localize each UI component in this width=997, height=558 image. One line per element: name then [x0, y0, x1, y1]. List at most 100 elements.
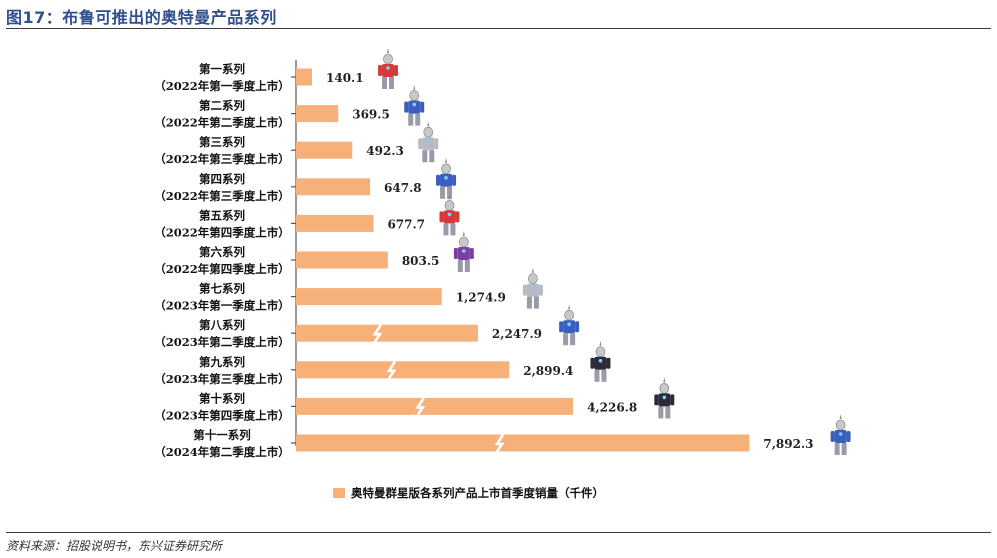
figure-crest	[839, 414, 842, 419]
figure-color-timer	[662, 395, 667, 400]
ultraman-red-icon	[378, 48, 399, 89]
figure-color-timer	[598, 359, 603, 363]
ultraman-silver-icon	[522, 267, 543, 309]
figure-right-arm	[455, 211, 460, 223]
bar	[296, 434, 750, 452]
category-name-label: 第七系列	[199, 282, 245, 296]
category-launch-label: （2022年第一季度上市）	[154, 79, 290, 93]
bar	[296, 141, 353, 159]
category-launch-label: （2023年第三季度上市）	[154, 372, 290, 386]
figure-right-leg	[450, 223, 456, 236]
figure-left-leg	[834, 443, 840, 455]
value-label: 2,899.4	[523, 364, 573, 378]
figure-head	[459, 236, 469, 248]
figure-head	[528, 273, 538, 284]
ultraman-blue-icon	[559, 304, 580, 346]
figure-title: 图17：布鲁可推出的奥特曼产品系列	[6, 8, 277, 27]
category-launch-label: （2022年第二季度上市）	[154, 116, 290, 130]
category-name-label: 第四系列	[199, 172, 245, 186]
figure-right-leg	[415, 113, 421, 126]
figure-crest	[387, 48, 390, 53]
bar	[296, 397, 574, 415]
figure-head	[444, 200, 455, 211]
figure-left-leg	[594, 369, 600, 382]
figure-right-arm	[538, 284, 543, 296]
figure-torso	[443, 210, 456, 224]
axis-break-mark	[494, 433, 505, 453]
figure-right-arm	[394, 65, 399, 76]
source-note: 资料来源：招股说明书，东兴证券研究所	[6, 539, 223, 553]
figure-left-arm	[404, 101, 409, 113]
figure-left-leg	[526, 296, 532, 309]
figure-right-arm	[575, 321, 580, 333]
legend-swatch	[333, 488, 345, 498]
ultraman-purple-icon	[453, 231, 474, 272]
figure-head	[409, 90, 420, 101]
figure-torso	[526, 283, 539, 297]
axis-break-mark	[386, 360, 397, 380]
ultraman-dark-icon	[654, 377, 675, 419]
figure-head	[383, 53, 393, 65]
category-name-label: 第六系列	[199, 245, 245, 259]
figure-right-leg	[601, 369, 607, 382]
figure-color-timer	[462, 249, 466, 253]
value-label: 7,892.3	[763, 437, 813, 451]
category-name-label: 第二系列	[199, 99, 245, 113]
axis-break-mark	[372, 324, 383, 343]
value-label: 369.5	[352, 108, 390, 122]
figure-left-leg	[408, 113, 414, 126]
category-name-label: 第三系列	[199, 135, 245, 149]
category-launch-label: （2024年第二季度上市）	[154, 445, 290, 459]
figure-left-arm	[522, 284, 527, 296]
figure-right-arm	[469, 248, 474, 259]
value-label: 1,274.9	[456, 291, 506, 305]
figure-head	[441, 163, 451, 175]
category-launch-label: （2022年第三季度上市）	[154, 152, 290, 166]
figure-crest	[531, 267, 534, 273]
figure-crest	[445, 157, 448, 163]
figure-torso	[382, 64, 395, 77]
figure-left-arm	[418, 138, 423, 150]
figure-color-timer	[386, 66, 390, 70]
ultraman-dark-icon	[590, 340, 611, 382]
figure-torso	[563, 320, 576, 334]
figure-head	[595, 346, 606, 358]
figure-left-leg	[457, 260, 463, 272]
ultraman-silver-icon	[418, 121, 439, 163]
value-label: 2,247.9	[492, 327, 542, 341]
figure-torso	[422, 137, 435, 151]
figure-right-leg	[429, 150, 435, 163]
ultraman-blue-icon	[436, 157, 457, 199]
figure-left-leg	[658, 406, 664, 419]
figure-head	[564, 309, 574, 321]
figure-left-leg	[443, 223, 449, 236]
figure-color-timer	[567, 322, 571, 326]
figure-right-leg	[464, 260, 470, 272]
figure-left-arm	[830, 431, 835, 442]
ultraman-red-icon	[439, 194, 460, 236]
bar	[296, 178, 371, 196]
bar-chart: 第一系列 （2022年第一季度上市） 140.1 第二系列 （2022年第二季度上市） 3…	[154, 48, 851, 500]
ultraman-blue-icon	[830, 414, 851, 455]
value-label: 492.3	[366, 144, 404, 158]
figure-left-arm	[590, 357, 595, 369]
figure-crest	[427, 121, 430, 127]
figure-color-timer	[444, 176, 448, 180]
figure-right-arm	[434, 138, 439, 150]
figure-crest	[462, 231, 465, 236]
category-launch-label: （2022年第三季度上市）	[154, 189, 290, 203]
figure-right-leg	[447, 186, 453, 199]
figure-left-leg	[382, 77, 388, 89]
figure-right-arm	[606, 357, 611, 369]
figure-color-timer	[426, 139, 431, 143]
ultraman-blue-icon	[404, 84, 425, 126]
figure-left-arm	[378, 65, 383, 76]
figure-torso	[658, 393, 671, 407]
figure-crest	[663, 377, 666, 383]
figure-right-arm	[452, 174, 457, 186]
category-launch-label: （2023年第一季度上市）	[154, 299, 290, 313]
bar	[296, 68, 313, 86]
category-launch-label: （2023年第四季度上市）	[154, 408, 290, 422]
category-name-label: 第九系列	[199, 355, 245, 369]
category-name-label: 第十一系列	[193, 428, 251, 442]
